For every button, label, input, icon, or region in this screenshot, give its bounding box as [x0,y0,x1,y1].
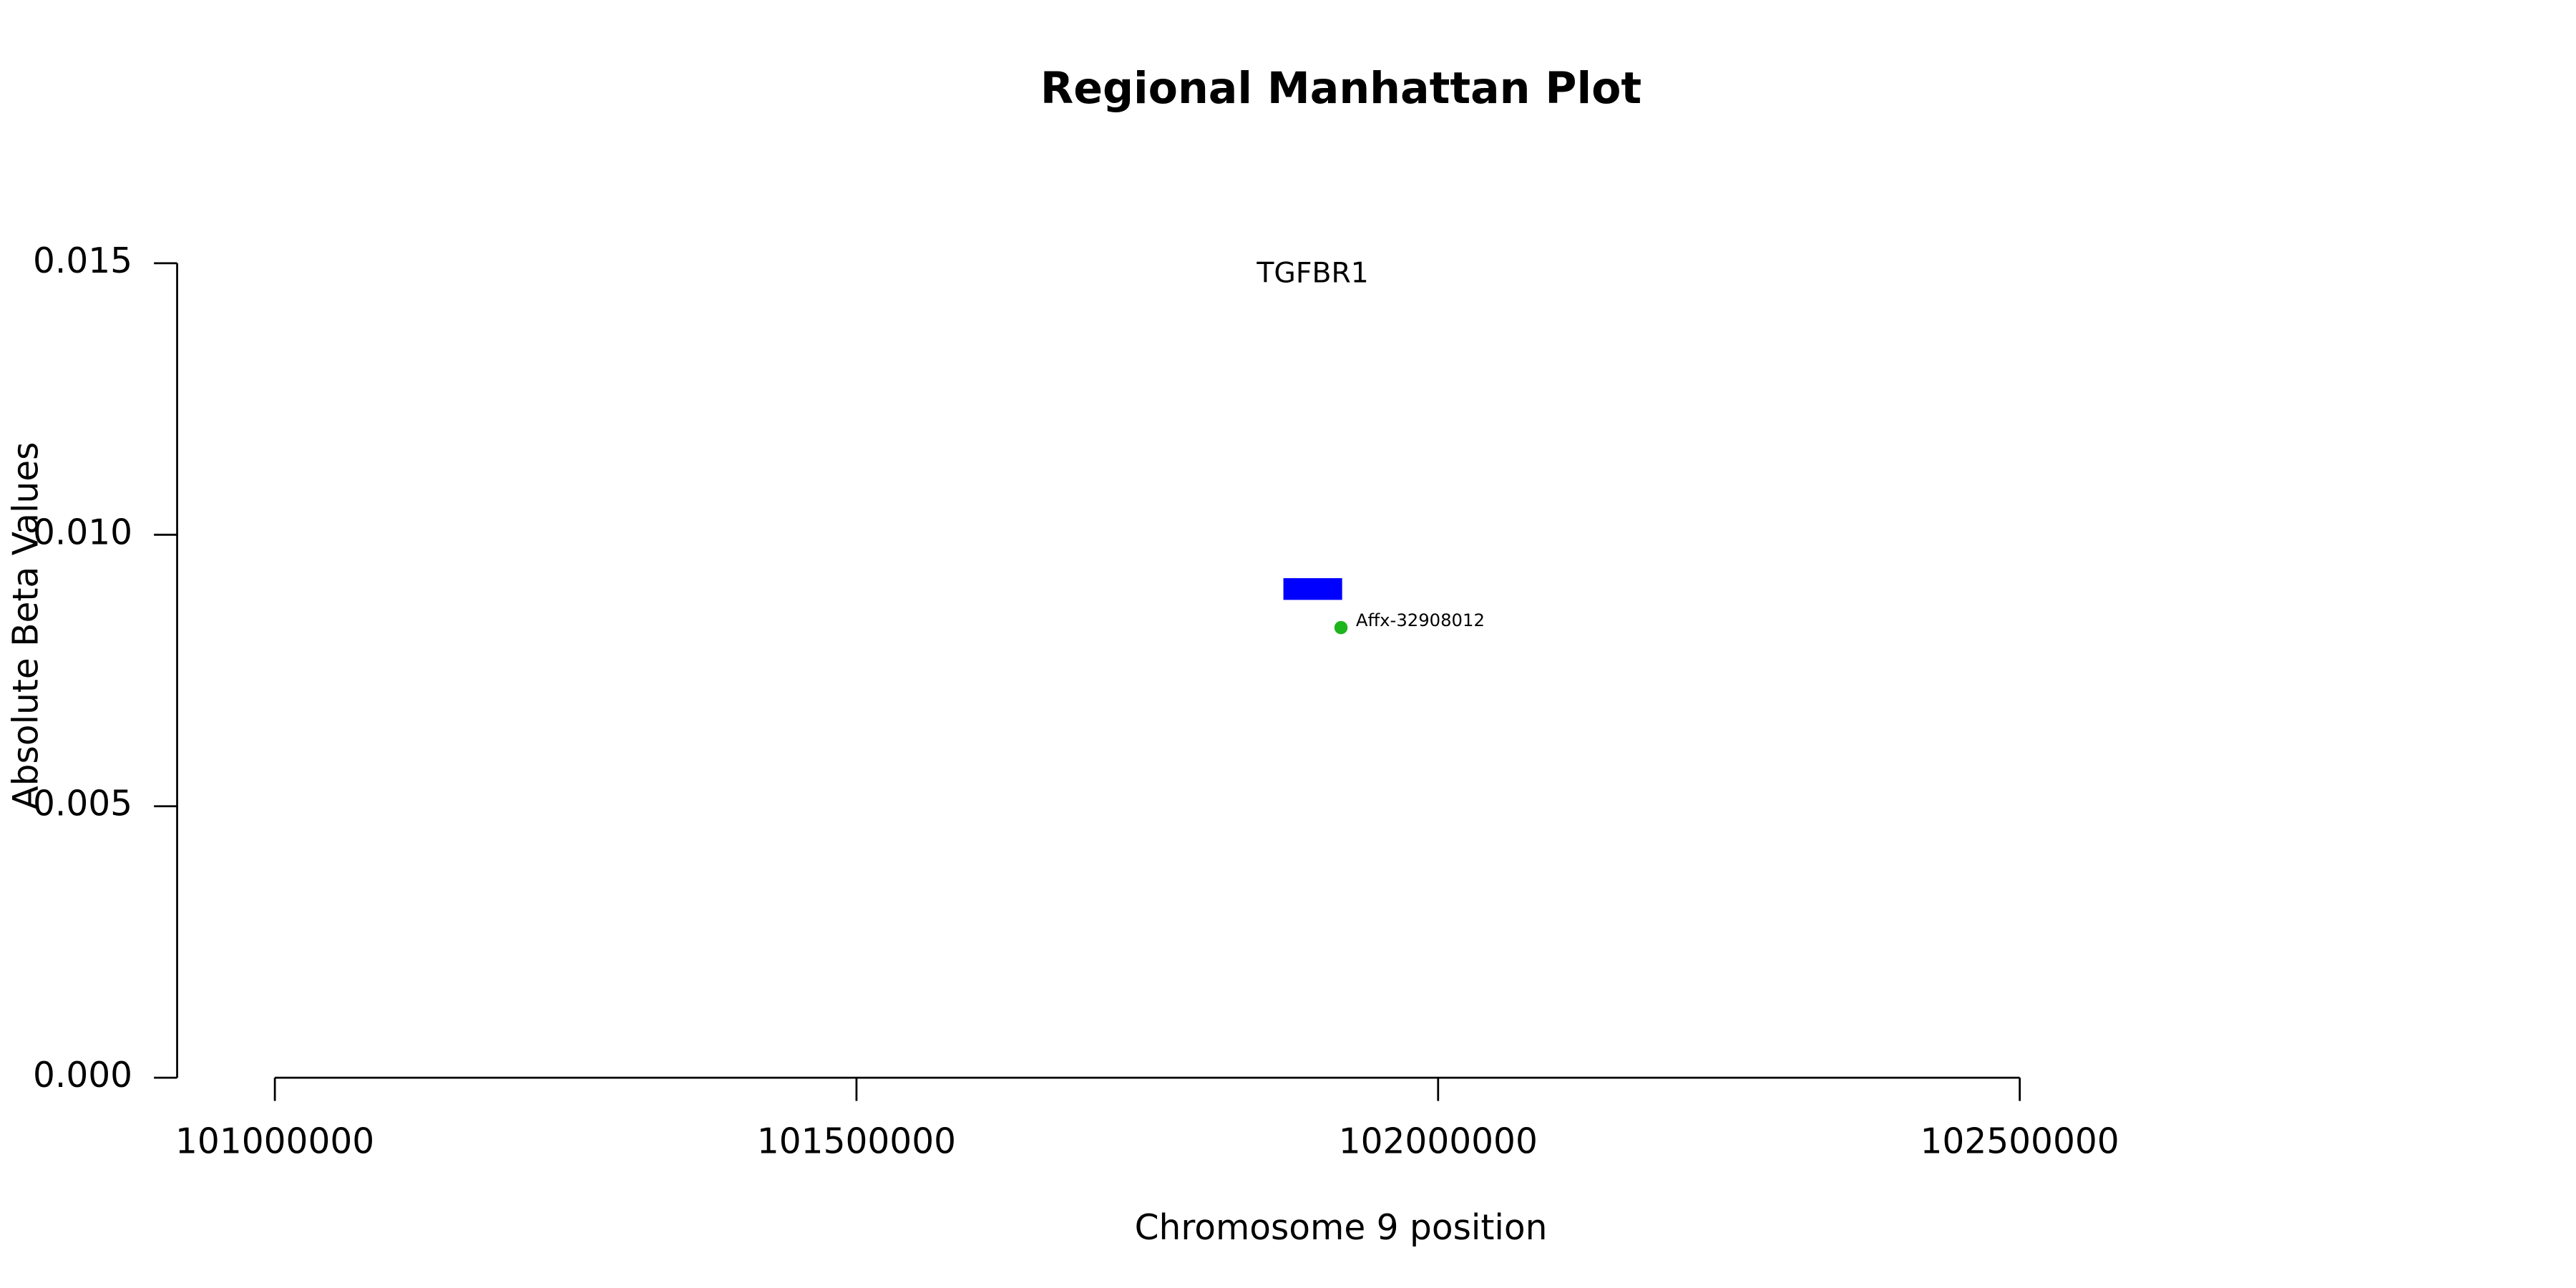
x-tick-label: 101000000 [175,1122,374,1162]
gene-label: TGFBR1 [1256,257,1368,290]
snp-label: Affx-32908012 [1356,610,1485,630]
x-axis-label: Chromosome 9 position [1135,1208,1548,1248]
chart-title: Regional Manhattan Plot [1040,64,1641,114]
gene-region [1283,578,1342,600]
x-tick-label: 102000000 [1339,1122,1538,1162]
y-tick-label: 0.015 [33,241,132,281]
y-tick-label: 0.005 [33,784,132,824]
snp-point [1334,620,1348,635]
x-tick-label: 101500000 [757,1122,956,1162]
y-axis-label: Absolute Beta Values [6,442,46,810]
y-tick-label: 0.010 [33,512,132,552]
x-tick-label: 102500000 [1921,1122,2119,1162]
y-tick-label: 0.000 [33,1055,132,1096]
